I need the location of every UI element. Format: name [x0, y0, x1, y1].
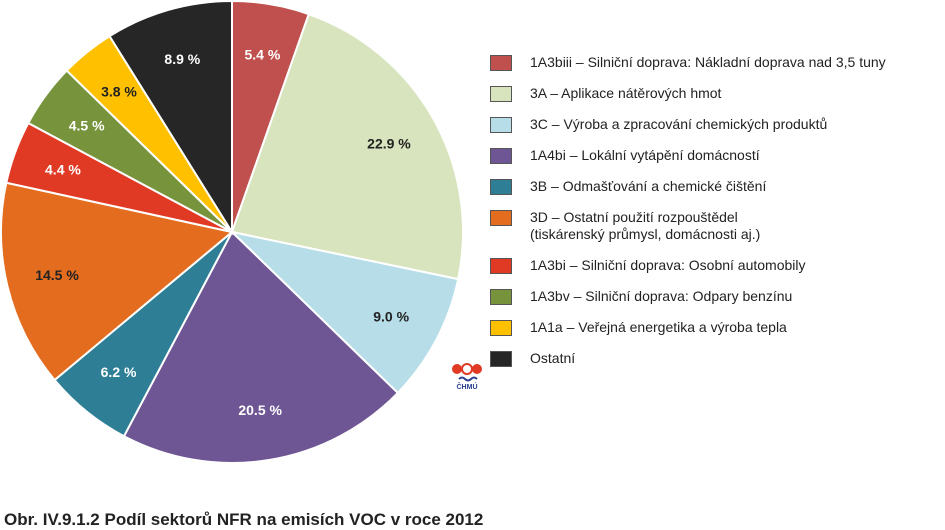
slice-label-6: 4.4 % [45, 162, 81, 178]
legend-label-6-line-0: 1A3bi – Silniční doprava: Osobní automob… [530, 257, 806, 273]
legend-label-4: 3B – Odmašťování a chemické čištění [530, 178, 766, 195]
legend-label-8-line-0: 1A1a – Veřejná energetika a výroba tepla [530, 319, 787, 335]
chmu-logo: ČHMÚ [451, 362, 483, 394]
legend-label-5-line-1: (tiskárenský průmysl, domácnosti aj.) [530, 226, 761, 242]
slice-label-7: 4.5 % [69, 117, 105, 133]
legend-label-9-line-0: Ostatní [530, 350, 576, 366]
legend-label-9: Ostatní [530, 350, 575, 367]
legend-item-7: 1A3bv – Silniční doprava: Odpary benzínu [490, 288, 792, 305]
legend-label-5: 3D – Ostatní použití rozpouštědel (tiskár… [530, 209, 760, 243]
pie-slice-1 [230, 12, 464, 281]
slice-label-3: 20.5 % [238, 402, 282, 418]
legend-item-4: 3B – Odmašťování a chemické čištění [490, 178, 766, 195]
legend-swatch-4 [490, 179, 512, 195]
slice-label-1: 22.9 % [367, 136, 411, 152]
legend-label-0: 1A3biii – Silniční doprava: Nákladní dop… [530, 54, 886, 71]
legend-label-2: 3C – Výroba a zpracování chemických prod… [530, 116, 827, 133]
slice-label-2: 9.0 % [373, 308, 409, 324]
legend-label-4-line-0: 3B – Odmašťování a chemické čištění [530, 178, 767, 194]
legend-item-0: 1A3biii – Silniční doprava: Nákladní dop… [490, 54, 886, 71]
pie-slice-9 [108, 0, 233, 236]
legend-label-7: 1A3bv – Silniční doprava: Odpary benzínu [530, 288, 792, 305]
legend-label-1-line-0: 3A – Aplikace nátěrových hmot [530, 85, 722, 101]
legend-item-6: 1A3bi – Silniční doprava: Osobní automob… [490, 257, 806, 274]
slice-label-9: 8.9 % [164, 51, 200, 67]
legend-label-2-line-0: 3C – Výroba a zpracování chemických prod… [530, 116, 828, 132]
slice-label-0: 5.4 % [244, 46, 280, 62]
legend-label-3: 1A4bi – Lokální vytápění domácností [530, 147, 760, 164]
legend-swatch-5 [490, 210, 512, 226]
pie-chart: 5.4 % 22.9 % 9.0 % 20.5 % 6.2 % 14.5 % 4.4 % 4.… [0, 0, 464, 464]
legend-item-1: 3A – Aplikace nátěrových hmot [490, 85, 721, 102]
legend-swatch-2 [490, 117, 512, 133]
chmu-logo-icon [452, 363, 482, 382]
legend-swatch-7 [490, 289, 512, 305]
legend-swatch-9 [490, 351, 512, 367]
legend-label-0-line-0: 1A3biii – Silniční doprava: Nákladní dop… [530, 54, 886, 70]
legend-swatch-6 [490, 258, 512, 274]
legend-label-1: 3A – Aplikace nátěrových hmot [530, 85, 721, 102]
legend-item-2: 3C – Výroba a zpracování chemických prod… [490, 116, 827, 133]
legend-item-8: 1A1a – Veřejná energetika a výroba tepla [490, 319, 787, 336]
legend-label-5-line-0: 3D – Ostatní použití rozpouštědel [530, 209, 738, 225]
legend-swatch-1 [490, 86, 512, 102]
chmu-logo-text: ČHMÚ [456, 384, 478, 391]
legend-swatch-3 [490, 148, 512, 164]
slice-label-5: 14.5 % [35, 267, 79, 283]
legend-item-5: 3D – Ostatní použití rozpouštědel (tiskár… [490, 209, 760, 243]
pie-slice-2 [228, 230, 460, 395]
pie-slice-5 [0, 181, 235, 382]
legend-swatch-0 [490, 55, 512, 71]
legend-label-8: 1A1a – Veřejná energetika a výroba tepla [530, 319, 787, 336]
slice-label-8: 3.8 % [101, 84, 137, 100]
legend-label-7-line-0: 1A3bv – Silniční doprava: Odpary benzínu [530, 288, 793, 304]
slice-label-4: 6.2 % [101, 364, 137, 380]
legend-item-3: 1A4bi – Lokální vytápění domácností [490, 147, 760, 164]
legend-label-3-line-0: 1A4bi – Lokální vytápění domácností [530, 147, 760, 163]
pie-slice-3 [122, 230, 400, 464]
figure-caption: Obr. IV.9.1.2 Podíl sektorů NFR na emisí… [4, 510, 484, 529]
legend-item-9: Ostatní [490, 350, 575, 367]
legend-label-6: 1A3bi – Silniční doprava: Osobní automob… [530, 257, 806, 274]
legend-swatch-8 [490, 320, 512, 336]
